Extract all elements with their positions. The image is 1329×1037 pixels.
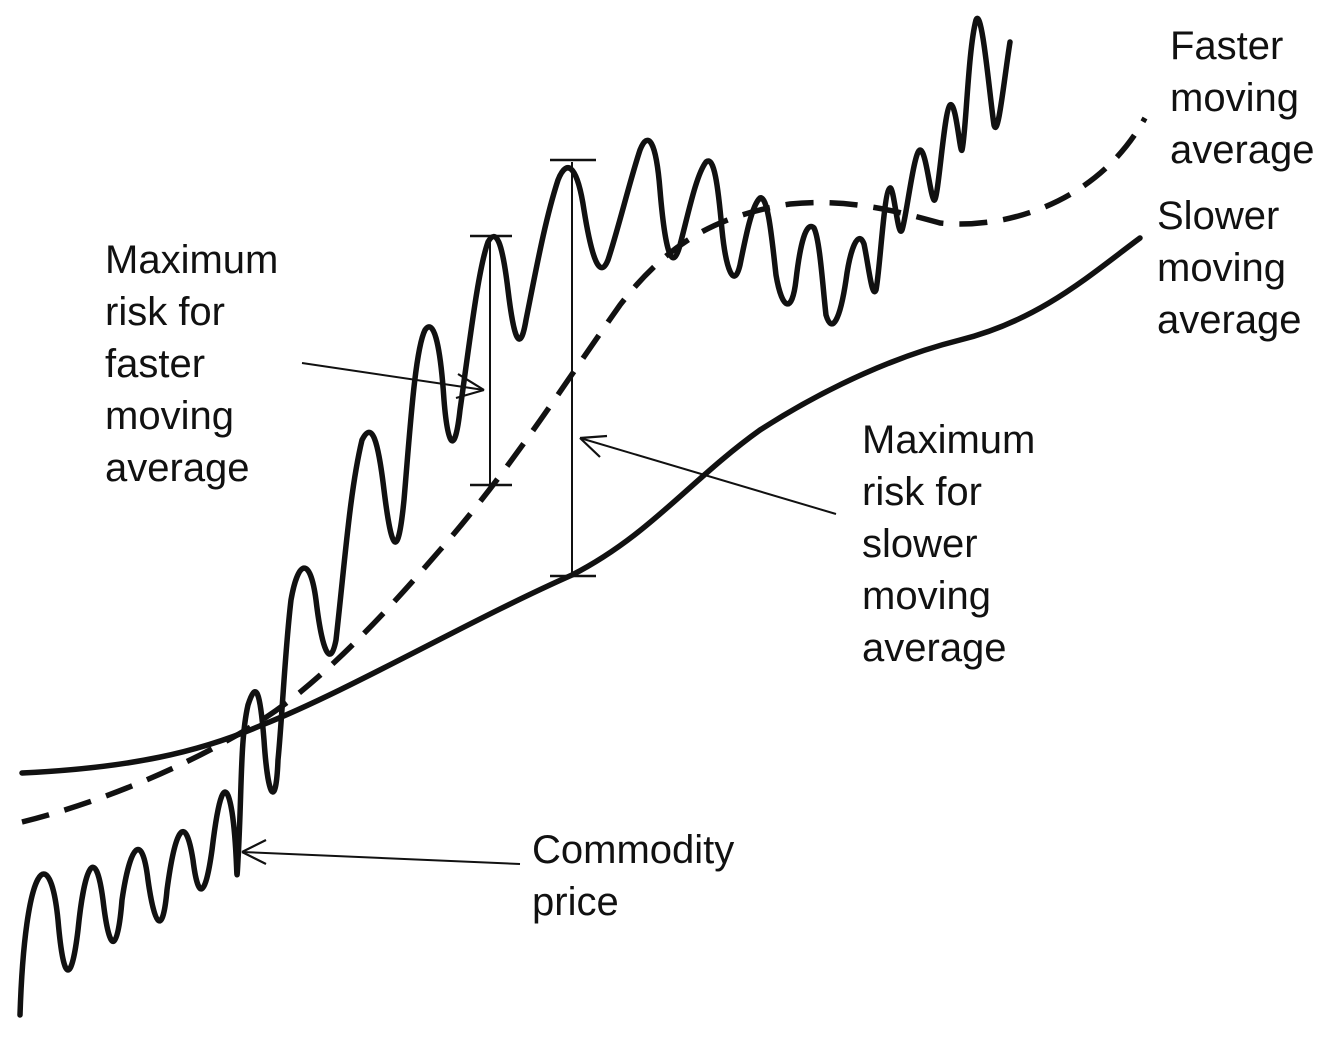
faster-moving-average-line — [21, 116, 1148, 825]
max-risk-slower-label: Maximum risk for slower moving average — [862, 414, 1035, 674]
max-risk-faster-line-3: faster — [105, 342, 206, 386]
slower-label-line-3: average — [1157, 298, 1302, 342]
faster-moving-average-label: Faster moving average — [1170, 20, 1315, 176]
max-risk-faster-arrow — [301, 362, 485, 400]
faster-label-line-1: Faster — [1170, 24, 1284, 68]
slower-moving-average-label: Slower moving average — [1157, 190, 1302, 346]
commodity-price-label: Commodity price — [532, 824, 734, 928]
max-risk-faster-label: Maximum risk for faster moving average — [105, 234, 278, 494]
commodity-price-arrow — [241, 839, 521, 865]
max-risk-slower-line-3: slower — [862, 522, 978, 566]
max-risk-faster-line-1: Maximum — [105, 238, 279, 282]
max-risk-slower-line-5: average — [862, 626, 1007, 670]
max-risk-faster-range — [470, 234, 512, 487]
max-risk-faster-line-4: moving — [105, 394, 234, 438]
max-risk-slower-line-2: risk for — [862, 470, 982, 514]
max-risk-faster-line-2: risk for — [105, 290, 225, 334]
faster-label-line-3: average — [1170, 128, 1315, 172]
slower-label-line-2: moving — [1157, 246, 1286, 290]
commodity-price-line-1: Commodity — [532, 828, 735, 872]
commodity-price-line-2: price — [532, 880, 619, 924]
max-risk-slower-range — [550, 158, 596, 578]
max-risk-slower-line-1: Maximum — [862, 418, 1036, 462]
max-risk-slower-line-4: moving — [862, 574, 991, 618]
max-risk-slower-arrow — [579, 434, 837, 515]
faster-label-line-2: moving — [1170, 76, 1299, 120]
slower-label-line-1: Slower — [1157, 194, 1280, 238]
max-risk-faster-line-5: average — [105, 446, 250, 490]
commodity-price-line — [17, 15, 1013, 1018]
